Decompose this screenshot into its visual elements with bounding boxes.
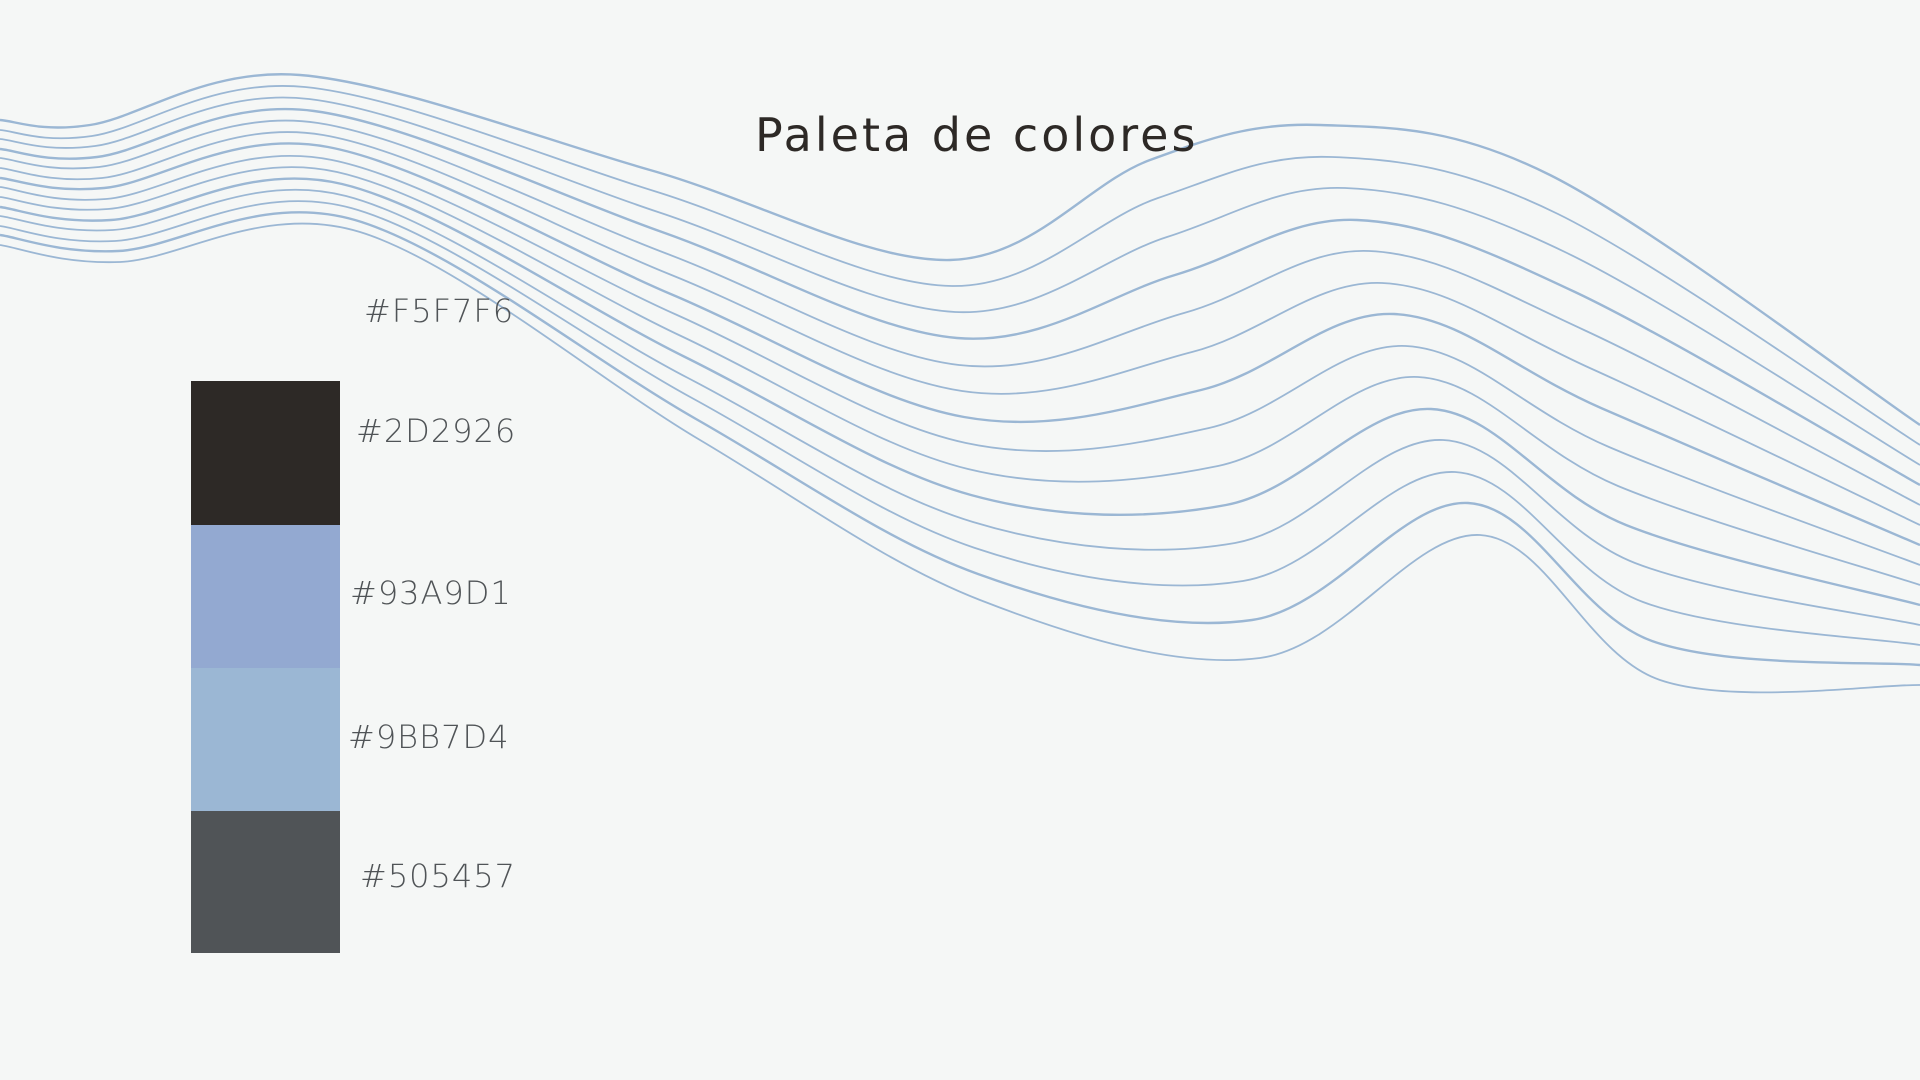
wave-line <box>0 211 1920 667</box>
color-code-label-2: #2D2926 <box>356 412 517 450</box>
color-swatch-3 <box>191 525 340 668</box>
wave-line <box>0 131 1920 526</box>
wave-line <box>0 155 1920 566</box>
color-swatch-4 <box>191 668 340 811</box>
color-swatch-2 <box>191 381 340 525</box>
wave-line <box>0 188 1920 626</box>
color-swatch-5 <box>191 811 340 953</box>
color-code-label-4: #9BB7D4 <box>348 718 510 756</box>
color-code-label-1: #F5F7F6 <box>364 292 515 330</box>
wave-line <box>0 222 1920 694</box>
wave-line <box>0 177 1920 607</box>
color-code-label-5: #505457 <box>360 857 516 895</box>
wave-line <box>0 73 1920 426</box>
wave-line <box>0 166 1920 586</box>
wave-line <box>0 142 1920 547</box>
wave-line <box>0 85 1920 446</box>
wave-line <box>0 200 1920 646</box>
wave-line <box>0 96 1920 466</box>
color-code-label-3: #93A9D1 <box>350 574 512 612</box>
wave-line <box>0 107 1920 487</box>
page-title: Paleta de colores <box>755 108 1199 162</box>
wave-line <box>0 119 1920 506</box>
